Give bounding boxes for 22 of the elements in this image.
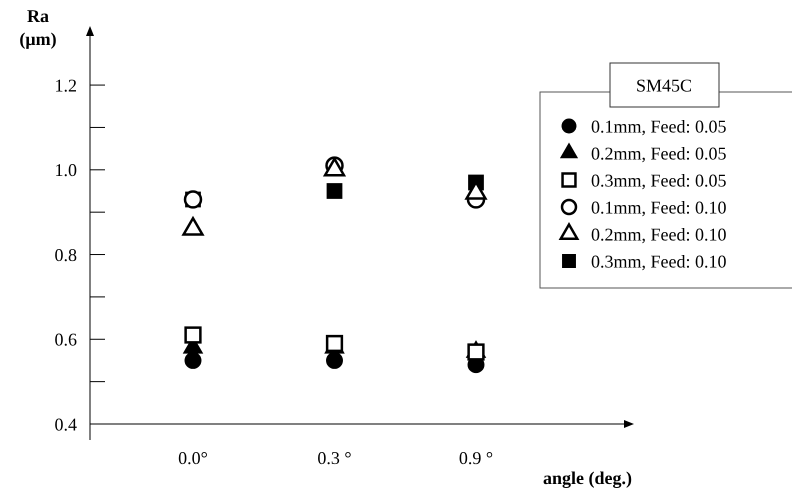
y-tick-label: 1.0 xyxy=(54,160,77,180)
point xyxy=(184,326,202,344)
legend-title: SM45C xyxy=(636,75,692,96)
legend-label: 0.3mm, Feed: 0.10 xyxy=(591,251,726,272)
legend-label: 0.1mm, Feed: 0.05 xyxy=(591,116,726,136)
legend-label: 0.1mm, Feed: 0.10 xyxy=(591,197,726,218)
point xyxy=(184,352,202,369)
legend-label: 0.3mm, Feed: 0.05 xyxy=(591,170,726,190)
x-tick-label: 0.9 ° xyxy=(458,448,494,468)
y-tick-label: 0.4 xyxy=(54,414,77,434)
y-tick-label: 0.6 xyxy=(54,330,77,350)
point xyxy=(326,352,343,369)
x-tick-label: 0.3 ° xyxy=(317,448,352,468)
y-tick-label: 1.2 xyxy=(54,75,77,96)
x-tick-label: 0.0° xyxy=(178,448,208,468)
point xyxy=(326,183,342,199)
point xyxy=(467,343,485,361)
y-tick-label: 0.8 xyxy=(54,244,77,265)
y-axis-title: Ra (μm) xyxy=(19,6,57,49)
legend-label: 0.2mm, Feed: 0.05 xyxy=(591,143,726,164)
legend-label: 0.2mm, Feed: 0.10 xyxy=(591,224,726,244)
x-axis-title: angle (deg.) xyxy=(543,468,632,488)
